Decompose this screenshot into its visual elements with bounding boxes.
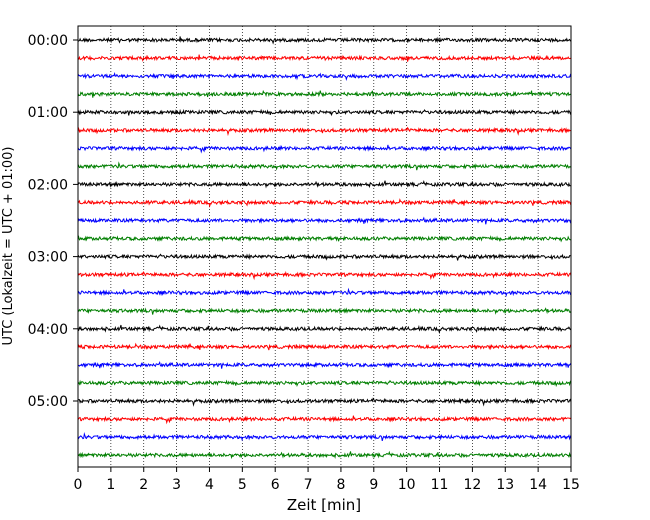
trace-line-18 xyxy=(77,360,572,369)
trace-line-21 xyxy=(77,415,572,425)
trace-line-1 xyxy=(77,54,572,63)
y-tick-label-3: 03:00 xyxy=(28,250,68,266)
trace-line-16 xyxy=(77,324,572,335)
x-tick-label-6: 6 xyxy=(271,477,280,493)
trace-line-4 xyxy=(77,108,572,117)
y-tick-label-0: 00:00 xyxy=(28,33,68,49)
plot-frame xyxy=(77,25,572,468)
trace-line-8 xyxy=(77,180,572,189)
x-axis-label: Zeit [min] xyxy=(287,496,361,514)
trace-line-2 xyxy=(77,72,572,82)
x-tick-label-9: 9 xyxy=(369,477,378,493)
trace-line-13 xyxy=(77,270,572,281)
x-tick-label-2: 2 xyxy=(139,477,148,493)
y-tick-label-2: 02:00 xyxy=(28,177,68,193)
x-tick-label-13: 13 xyxy=(496,477,514,493)
x-tick-label-11: 11 xyxy=(431,477,449,493)
x-tick-label-14: 14 xyxy=(529,477,547,493)
y-tick-label-1: 01:00 xyxy=(28,105,68,121)
trace-line-10 xyxy=(77,216,572,225)
trace-line-5 xyxy=(77,126,572,137)
trace-line-9 xyxy=(77,198,572,208)
x-tick-label-10: 10 xyxy=(398,477,416,493)
trace-line-14 xyxy=(77,287,572,297)
trace-line-15 xyxy=(77,307,572,315)
trace-line-12 xyxy=(77,253,572,261)
trace-line-22 xyxy=(77,432,572,442)
trace-line-6 xyxy=(77,144,572,154)
x-tick-label-15: 15 xyxy=(562,477,580,493)
x-tick-label-7: 7 xyxy=(304,477,313,493)
trace-line-19 xyxy=(77,379,572,388)
y-axis-label: UTC (Lokalzeit = UTC + 01:00) xyxy=(1,147,16,346)
x-tick-label-12: 12 xyxy=(463,477,481,493)
trace-line-11 xyxy=(77,235,572,243)
trace-line-0 xyxy=(77,36,571,45)
trace-line-23 xyxy=(77,450,572,460)
x-tick-label-3: 3 xyxy=(172,477,181,493)
trace-line-3 xyxy=(77,89,572,98)
y-tick-label-5: 05:00 xyxy=(28,394,68,410)
trace-line-20 xyxy=(77,397,572,407)
trace-line-17 xyxy=(77,342,572,351)
y-axis-ticks: 00:00 01:00 02:00 03:00 04:00 05:00 xyxy=(28,33,78,410)
x-tick-label-8: 8 xyxy=(336,477,345,493)
x-tick-label-0: 0 xyxy=(74,477,83,493)
x-tick-label-4: 4 xyxy=(205,477,214,493)
x-tick-label-5: 5 xyxy=(238,477,247,493)
x-tick-label-1: 1 xyxy=(106,477,115,493)
x-axis-ticks: 0 1 2 3 4 5 6 7 8 9 10 11 12 13 14 15 xyxy=(74,467,580,493)
y-tick-label-4: 04:00 xyxy=(28,322,68,338)
trace-line-7 xyxy=(77,161,572,171)
seismic-traces xyxy=(77,36,572,460)
